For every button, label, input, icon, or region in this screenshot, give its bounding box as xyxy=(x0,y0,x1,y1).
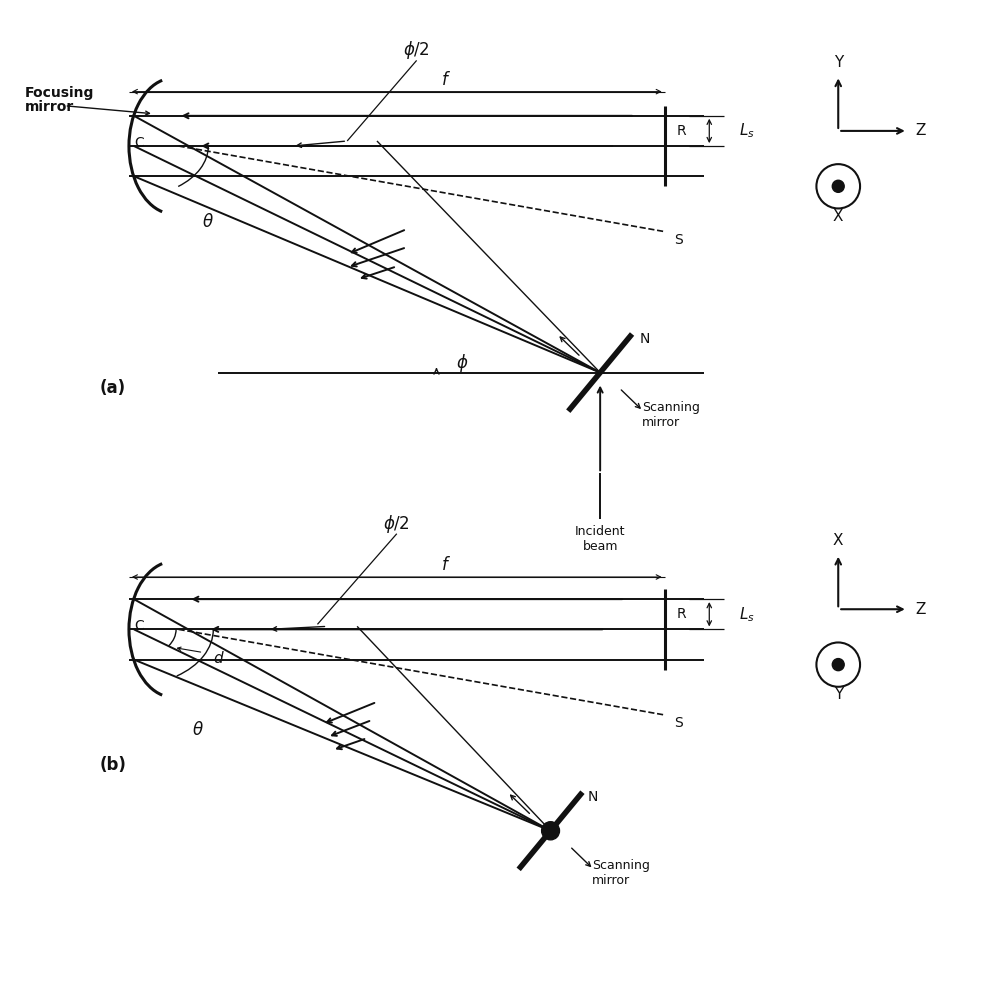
Text: $f$: $f$ xyxy=(441,70,451,89)
Text: Z: Z xyxy=(916,124,926,138)
Circle shape xyxy=(832,659,844,671)
Text: $\phi$: $\phi$ xyxy=(456,351,469,374)
Text: N: N xyxy=(640,332,651,346)
Text: $L_s$: $L_s$ xyxy=(739,605,755,623)
Text: $L_s$: $L_s$ xyxy=(739,122,755,140)
Text: X: X xyxy=(833,534,843,548)
Text: C: C xyxy=(134,136,144,150)
Text: S: S xyxy=(675,716,683,730)
Text: mirror: mirror xyxy=(25,100,74,114)
Text: $f$: $f$ xyxy=(441,556,451,574)
Text: X: X xyxy=(833,209,843,224)
Text: (b): (b) xyxy=(99,756,126,774)
Text: R: R xyxy=(677,124,686,138)
Text: Focusing: Focusing xyxy=(25,86,94,100)
Text: $\phi/2$: $\phi/2$ xyxy=(403,39,431,61)
Text: $\theta$: $\theta$ xyxy=(202,212,214,231)
Text: Scanning
mirror: Scanning mirror xyxy=(642,401,699,429)
Text: $\phi/2$: $\phi/2$ xyxy=(383,513,411,535)
Text: N: N xyxy=(587,790,598,805)
Text: (a): (a) xyxy=(99,379,125,397)
Text: S: S xyxy=(675,233,683,247)
Text: Incident
beam: Incident beam xyxy=(575,525,625,553)
Text: Y: Y xyxy=(833,55,843,69)
Text: Y: Y xyxy=(833,688,843,702)
Text: R: R xyxy=(677,607,686,621)
Text: Z: Z xyxy=(916,602,926,616)
Text: Scanning
mirror: Scanning mirror xyxy=(592,859,650,887)
Circle shape xyxy=(832,180,844,192)
Text: $d$: $d$ xyxy=(213,650,225,666)
Circle shape xyxy=(542,822,559,840)
Text: C: C xyxy=(134,619,144,633)
Text: $\theta$: $\theta$ xyxy=(192,721,204,739)
